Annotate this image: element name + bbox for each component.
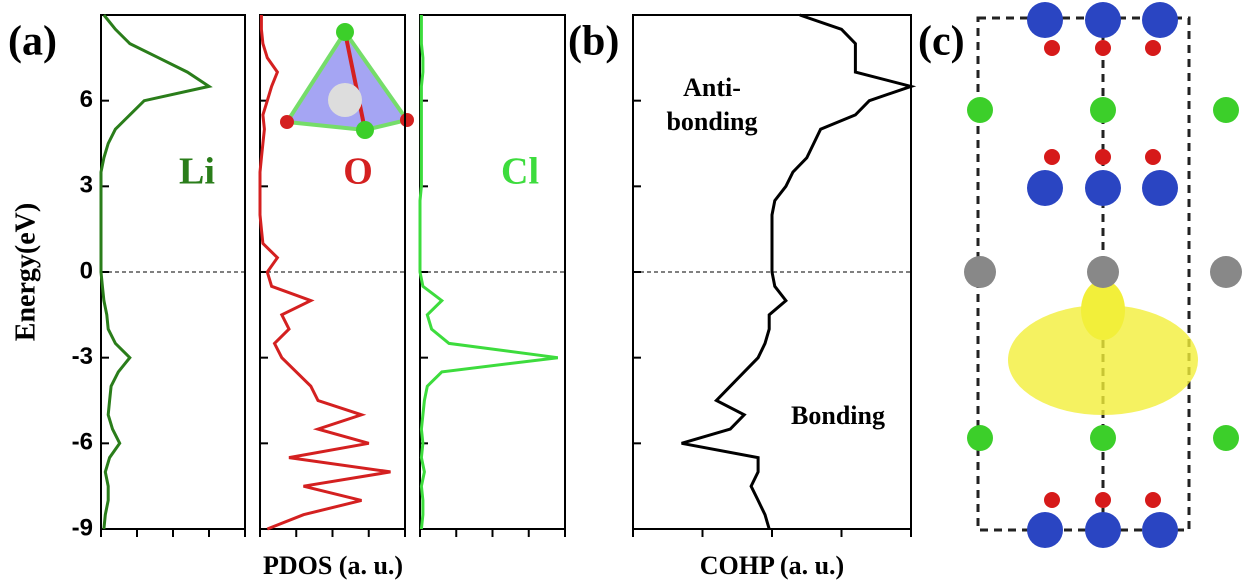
- annotation: Bonding: [791, 401, 885, 430]
- y-tick-label: 0: [80, 257, 93, 284]
- pdos-curve: [258, 15, 391, 531]
- inset-tetrahedron: [280, 23, 414, 139]
- pdos-curve: [99, 14, 213, 530]
- series-label: Li: [179, 151, 215, 193]
- pdos-curve: [418, 15, 558, 530]
- panel-label: (c): [918, 19, 965, 65]
- y-tick-label: -6: [72, 429, 93, 456]
- y-tick-label: -3: [72, 343, 93, 370]
- x-axis-label: COHP (a. u.): [700, 551, 844, 580]
- series-label: O: [343, 151, 373, 193]
- structure-image: [964, 2, 1242, 548]
- y-axis-label: Energy(eV): [10, 203, 41, 341]
- series-label: Cl: [501, 151, 539, 193]
- panel-label: (b): [568, 19, 619, 65]
- panel-label: (a): [8, 19, 57, 65]
- annotation: Anti-: [683, 73, 741, 102]
- x-axis-label: PDOS (a. u.): [263, 551, 403, 580]
- y-tick-label: 6: [80, 86, 93, 113]
- y-tick-label: 3: [80, 172, 93, 199]
- pdos-curve: [681, 13, 917, 530]
- annotation: bonding: [666, 107, 757, 136]
- y-tick-label: -9: [72, 514, 93, 541]
